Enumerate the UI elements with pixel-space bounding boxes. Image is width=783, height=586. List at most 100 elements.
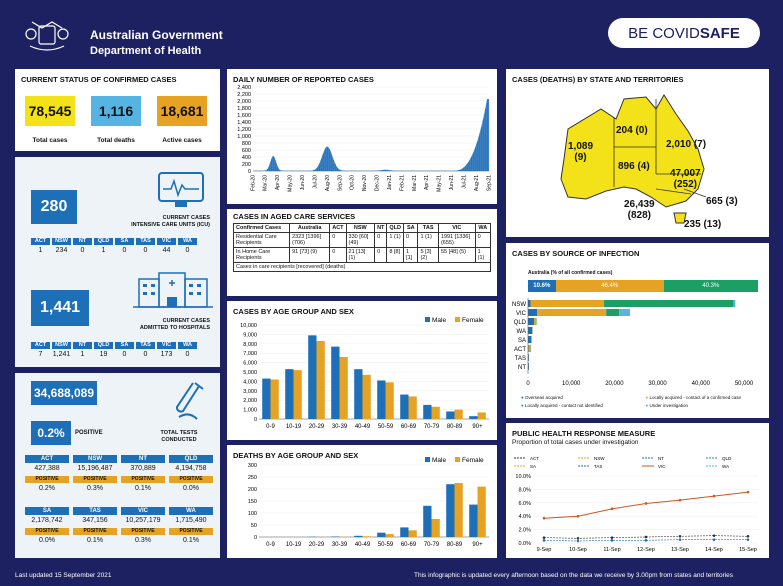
phrm-legend-label: NSW [594, 456, 605, 461]
daily-bar [274, 158, 276, 171]
hosp-st: TAS [136, 342, 155, 349]
bar-xlabel: 90+ [472, 542, 483, 548]
aged-table: Confirmed Cases Australia ACT NSW NT QLD SA TAS… [232, 223, 492, 272]
daily-bar [333, 158, 334, 171]
daily-bar [466, 164, 468, 171]
tests-positive-tag: POSITIVE [169, 476, 213, 483]
daily-bar [318, 164, 320, 171]
daily-bar [265, 170, 267, 171]
active-cases-box: 18,681 [157, 96, 207, 126]
bar-male [354, 535, 363, 537]
daily-bar [340, 170, 341, 171]
daily-bar [459, 169, 460, 171]
tests-positive-tag: POSITIVE [73, 528, 117, 535]
legend-female-swatch [455, 457, 460, 462]
phrm-point [576, 514, 580, 518]
daily-bar [271, 157, 273, 171]
daily-bar [387, 170, 388, 171]
aus-bar-contact: 46.4% [555, 280, 664, 292]
aged-c: 1 (1) [417, 232, 439, 248]
bar-male [400, 527, 409, 537]
bar-male [423, 505, 432, 537]
agesex-title: CASES BY AGE GROUP AND SEX [233, 307, 354, 316]
daily-bar [478, 136, 480, 171]
source-xtick: 20,000 [605, 381, 624, 387]
daily-ytick: 0 [248, 169, 251, 175]
bar-male [354, 369, 363, 419]
legend-male-swatch [425, 457, 430, 462]
bar-xlabel: 40-49 [355, 542, 371, 548]
daily-bar [458, 169, 460, 171]
bar-female [293, 370, 302, 419]
daily-bar [330, 151, 332, 171]
deaths-title: DEATHS BY AGE GROUP AND SEX [233, 451, 359, 460]
daily-bar [327, 146, 328, 171]
bar-ytick: 200 [248, 487, 257, 493]
tests-count: 347,156 [82, 517, 108, 524]
daily-bar [337, 168, 339, 171]
daily-bar [324, 149, 325, 171]
source-xtick: 40,000 [692, 381, 711, 387]
daily-bar [378, 170, 379, 171]
bar-male [377, 532, 386, 537]
tests-positive-pct-state: 0.0% [183, 485, 199, 492]
aged-panel: CASES IN AGED CARE SERVICES Confirmed Ca… [227, 209, 497, 296]
source-xtick: 0 [526, 381, 530, 387]
icu-state-headers: ACT NSW NT QLD SA TAS VIC WA [31, 238, 197, 245]
icu-sv: 0 [122, 247, 127, 254]
bar-xlabel: 40-49 [355, 424, 371, 430]
daily-bar [459, 170, 460, 171]
daily-bar [339, 169, 340, 171]
daily-bar [473, 151, 474, 171]
aged-row-residential: Residential Care Recipients 2323 [1396] (… [232, 232, 492, 248]
aged-h: TAS [417, 223, 439, 233]
hosp-st: NT [73, 342, 92, 349]
bar-female [454, 483, 463, 537]
phrm-point [542, 536, 546, 539]
daily-bar [470, 158, 471, 171]
daily-bar [275, 160, 276, 171]
daily-bar [485, 108, 486, 171]
bar-male [308, 335, 317, 419]
phrm-point [712, 494, 716, 498]
tests-count: 15,196,487 [77, 465, 113, 472]
daily-bar [457, 170, 458, 171]
daily-bar [467, 162, 469, 171]
icu-label2: INTENSIVE CARE UNITS (ICU) [131, 222, 210, 228]
icu-st: SA [115, 238, 134, 245]
hosp-state-values: 7 1,241 1 19 0 0 173 0 [31, 351, 197, 358]
bar-xlabel: 60-69 [401, 424, 417, 430]
icu-sv: 0 [80, 247, 85, 254]
hosp-sv: 0 [122, 351, 127, 358]
aged-c: 0 [403, 232, 419, 248]
daily-bar [483, 114, 485, 171]
aged-c: 1 (1) [474, 247, 492, 263]
source-state: VIC [516, 311, 527, 317]
source-state: NT [518, 365, 526, 371]
daily-xlabel: Feb-21 [399, 175, 405, 191]
aged-c: Residential Care Recipients [232, 232, 291, 248]
dept-name: Department of Health [90, 45, 202, 57]
daily-bar [473, 150, 475, 171]
daily-bar [335, 164, 336, 171]
aged-c: 0 [329, 247, 347, 263]
daily-bar [333, 160, 335, 171]
tests-state: SA [25, 507, 69, 515]
source-bar [537, 309, 607, 316]
daily-bar [463, 167, 464, 171]
daily-bar [467, 163, 468, 171]
phrm-point [542, 516, 546, 520]
daily-bar [480, 130, 481, 171]
bar-ytick: 150 [248, 499, 257, 505]
daily-bar [334, 163, 336, 171]
phrm-xlabel: 10-Sep [569, 547, 587, 553]
covidsafe-badge[interactable]: BE COVID SAFE [608, 18, 760, 48]
daily-bar [475, 145, 477, 171]
map-nsw: 47,007 (252) [670, 168, 701, 190]
hospital-building-icon [133, 269, 213, 316]
daily-xlabel: Mar-21 [412, 175, 418, 191]
daily-bar [265, 170, 266, 171]
daily-bar [387, 169, 389, 171]
daily-bar [334, 161, 335, 171]
map-qld: 2,010 (7) [666, 139, 707, 150]
